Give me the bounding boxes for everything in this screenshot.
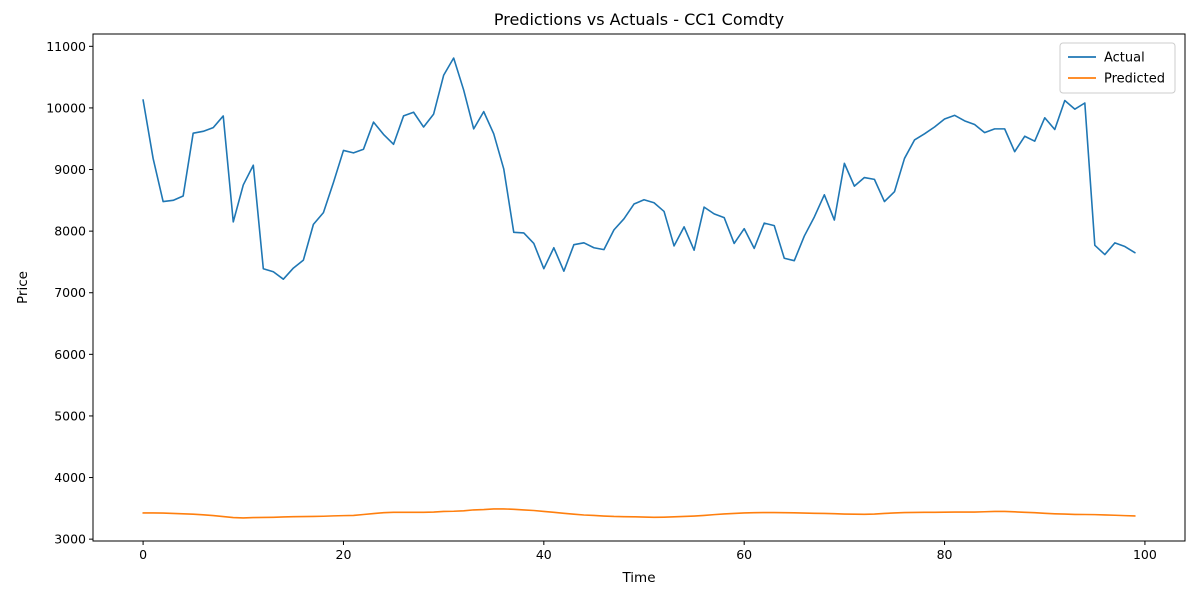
plot-frame xyxy=(92,33,1186,542)
y-tick-label: 9000 xyxy=(54,162,86,177)
y-axis: 3000 4000 5000 6000 7000 8000 9000 10000 11000 xyxy=(46,39,93,547)
y-tick-label: 10000 xyxy=(46,100,86,115)
chart-title: Predictions vs Actuals - CC1 Comdty xyxy=(494,10,784,29)
x-tick-label: 20 xyxy=(336,547,352,562)
legend-label-predicted: Predicted xyxy=(1104,72,1165,87)
x-tick-label: 80 xyxy=(937,547,953,562)
y-tick-label: 6000 xyxy=(54,347,86,362)
y-tick-label: 4000 xyxy=(54,470,86,485)
x-tick-label: 40 xyxy=(536,547,552,562)
series-layer xyxy=(142,57,1136,519)
x-tick-label: 0 xyxy=(139,547,147,562)
series-line-actual xyxy=(142,57,1136,280)
plot-area xyxy=(92,33,1186,542)
x-tick-label: 60 xyxy=(736,547,752,562)
legend-label-actual: Actual xyxy=(1104,51,1145,66)
y-tick-label: 8000 xyxy=(54,224,86,239)
y-axis-label: Price xyxy=(15,271,31,304)
y-tick-label: 7000 xyxy=(54,285,86,300)
y-tick-label: 3000 xyxy=(54,532,86,547)
legend: Actual Predicted xyxy=(1059,42,1176,94)
series-line-predicted xyxy=(142,508,1136,519)
x-tick-label: 100 xyxy=(1133,547,1157,562)
y-tick-label: 5000 xyxy=(54,408,86,423)
legend-box xyxy=(1059,42,1176,94)
x-axis: 0 20 40 60 80 100 xyxy=(139,541,1157,562)
x-axis-label: Time xyxy=(621,570,655,586)
y-tick-label: 11000 xyxy=(46,39,86,54)
